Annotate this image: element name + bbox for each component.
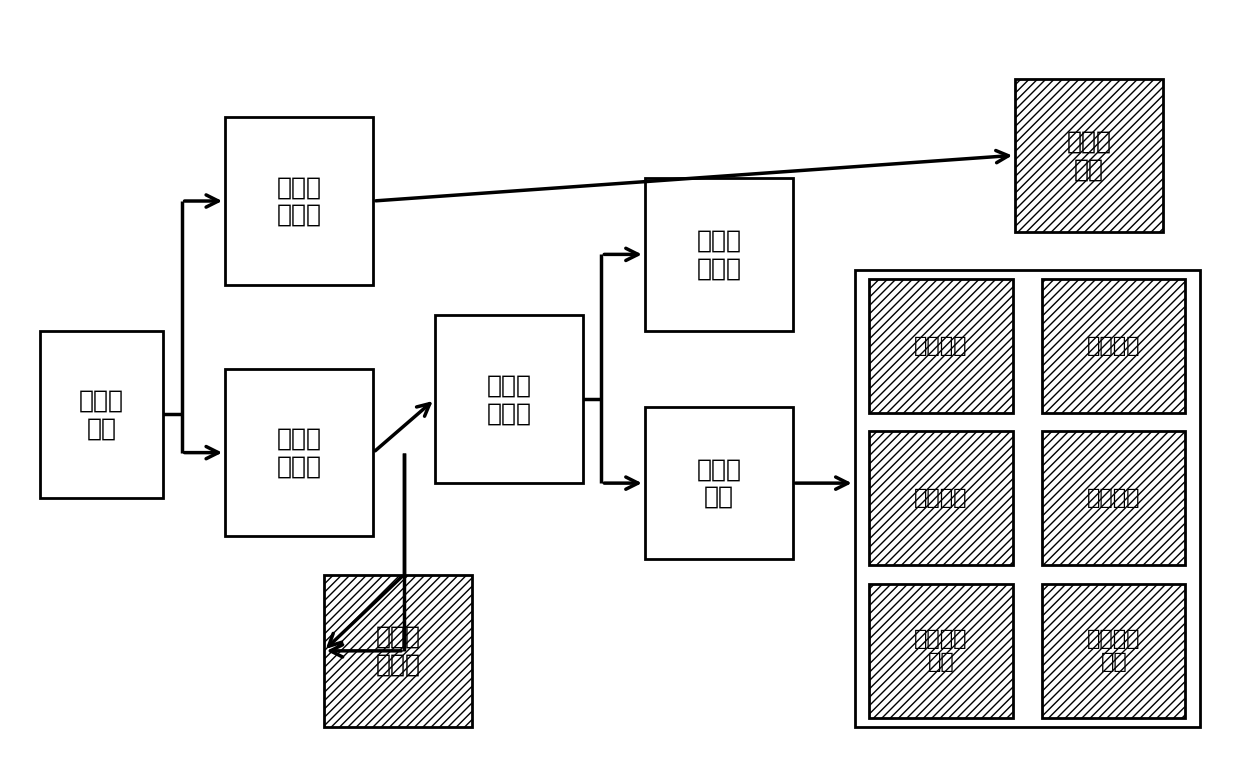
Text: 拟除虫菊
酯类: 拟除虫菊 酯类 xyxy=(914,629,967,673)
Bar xyxy=(869,279,1013,413)
Bar xyxy=(854,270,1200,727)
Text: 氨基甲酸
酯类: 氨基甲酸 酯类 xyxy=(1087,629,1141,673)
Bar xyxy=(435,316,583,483)
Bar xyxy=(1042,432,1185,565)
Bar xyxy=(1042,279,1185,413)
Bar xyxy=(869,584,1013,718)
Text: 有农药
检出类: 有农药 检出类 xyxy=(277,427,321,478)
Bar xyxy=(869,432,1013,565)
Text: 农产品
样本: 农产品 样本 xyxy=(79,389,124,440)
Bar xyxy=(1042,584,1185,718)
Text: 未超标
检出类: 未超标 检出类 xyxy=(696,229,742,280)
Text: 有机磷类: 有机磷类 xyxy=(1087,488,1141,508)
Text: 无农药
检出类: 无农药 检出类 xyxy=(277,175,321,227)
Bar xyxy=(40,331,164,498)
Text: 中低毒
检出类: 中低毒 检出类 xyxy=(486,373,532,425)
Text: 高剧毒
检出类: 高剧毒 检出类 xyxy=(376,625,420,677)
Text: 有机氮类: 有机氮类 xyxy=(914,336,967,356)
Text: 超标检
出类: 超标检 出类 xyxy=(696,457,742,509)
Bar xyxy=(645,178,792,331)
Bar xyxy=(324,574,472,727)
Text: 有机氯类: 有机氯类 xyxy=(914,488,967,508)
Bar xyxy=(224,118,373,285)
Text: 安全检
出类: 安全检 出类 xyxy=(1066,129,1111,181)
Text: 有机硫类: 有机硫类 xyxy=(1087,336,1141,356)
Bar xyxy=(645,407,792,559)
Bar xyxy=(1016,79,1163,231)
Bar xyxy=(224,369,373,537)
